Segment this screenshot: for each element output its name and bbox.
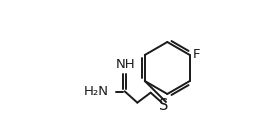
Text: F: F [193,48,201,61]
Text: NH: NH [116,58,136,71]
Text: S: S [159,98,169,113]
Text: H₂N: H₂N [84,85,109,98]
